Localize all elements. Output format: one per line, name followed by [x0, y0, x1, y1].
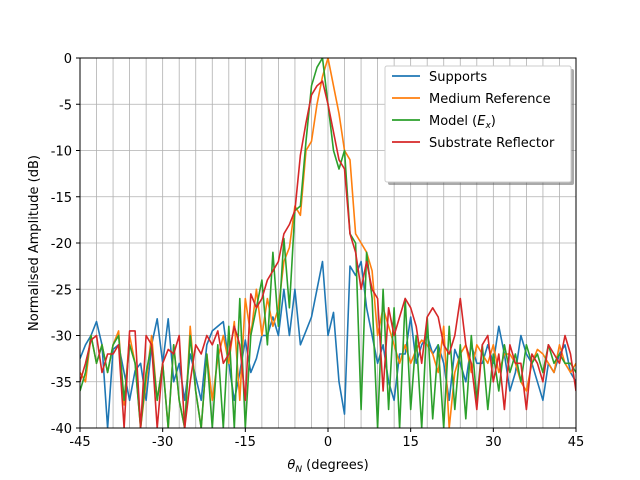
data-series: [80, 58, 576, 428]
axis-ticks: -45 -30 -15 0 15 30 45 0 -5 -10 -15 -20 -25 -30 -35 -40: [51, 52, 585, 450]
legend: Supports Medium Reference Model (Ex) Substr…: [384, 65, 574, 185]
y-tick-label: -25: [51, 283, 72, 298]
x-tick-label: 0: [324, 435, 332, 450]
x-axis-label-subscript: N: [295, 465, 302, 475]
x-axis-label-rest: (degrees): [302, 458, 369, 473]
x-tick-label: 15: [402, 435, 419, 450]
legend-label: Model (Ex): [429, 114, 496, 131]
x-tick-label: -30: [152, 435, 173, 450]
legend-label: Supports: [429, 70, 487, 85]
legend-label: Substrate Reflector: [429, 136, 555, 151]
y-tick-label: 0: [64, 52, 72, 67]
x-tick-label: -45: [69, 435, 90, 450]
y-tick-label: -15: [51, 191, 72, 206]
legend-label: Medium Reference: [429, 92, 551, 107]
x-axis-label: θN (degrees): [287, 458, 368, 475]
y-axis-label: Normalised Amplitude (dB): [27, 155, 42, 331]
x-tick-label: -15: [235, 435, 256, 450]
legend-box: [384, 65, 572, 183]
y-tick-label: -40: [51, 422, 72, 437]
x-tick-label: 30: [485, 435, 502, 450]
y-tick-label: -30: [51, 330, 72, 345]
y-tick-label: -5: [59, 98, 72, 113]
y-tick-label: -10: [51, 145, 72, 160]
grid-lines: [79, 57, 577, 429]
series-line-3: [80, 80, 576, 428]
y-tick-label: -35: [51, 376, 72, 391]
x-axis-label-symbol: θ: [287, 458, 295, 473]
y-tick-label: -20: [51, 237, 72, 252]
x-tick-label: 45: [568, 435, 585, 450]
